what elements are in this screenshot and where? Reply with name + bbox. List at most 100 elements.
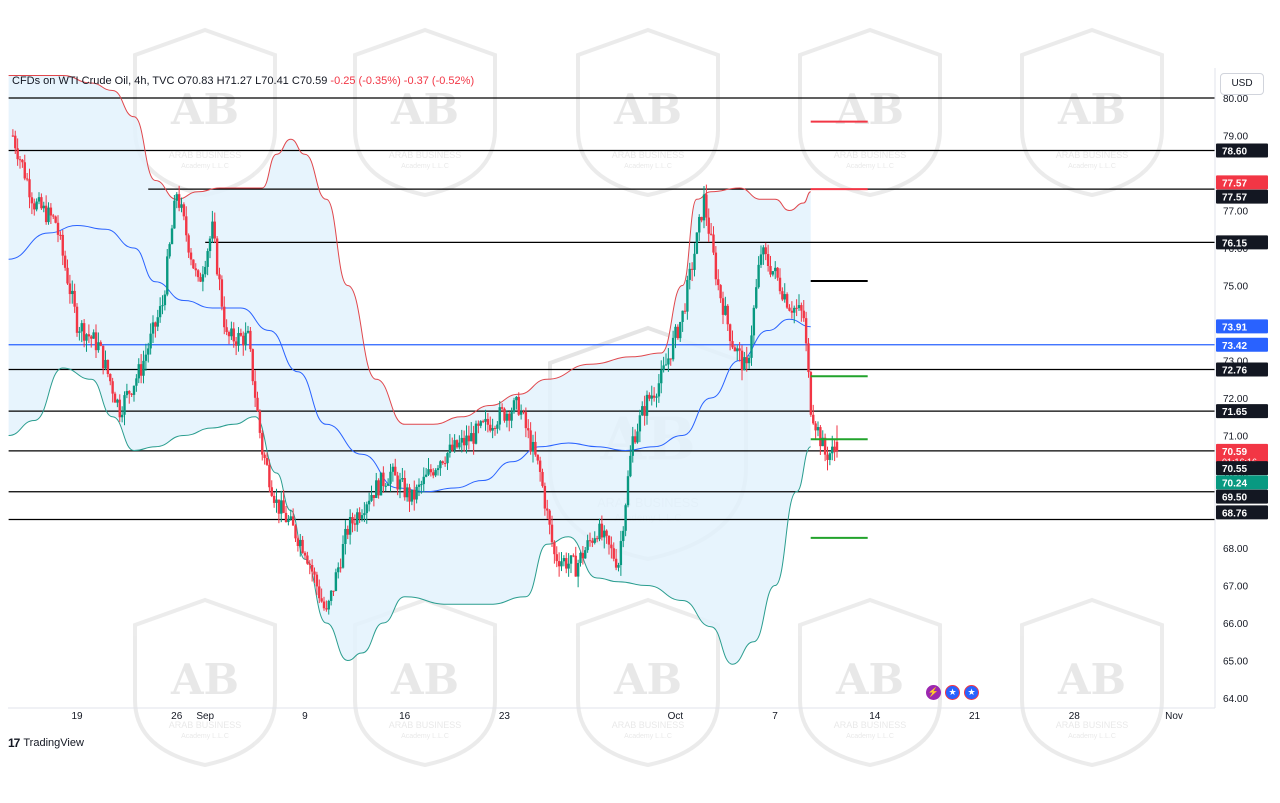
- candle-body: [382, 472, 385, 487]
- candle-body: [218, 274, 221, 280]
- candle-body: [833, 446, 836, 453]
- candle-body: [835, 441, 839, 451]
- candle-body: [579, 552, 582, 564]
- price-tag-label: 76.15: [1222, 238, 1247, 249]
- candle-body: [230, 328, 233, 337]
- price-tag: [1216, 475, 1268, 490]
- price-tag: [1216, 337, 1268, 352]
- candle-body: [35, 201, 38, 210]
- candle-body: [527, 428, 530, 431]
- price-tag: [1216, 461, 1268, 476]
- candle-body: [80, 323, 83, 332]
- candle-body: [66, 267, 69, 284]
- candle-body: [215, 238, 219, 275]
- candle-body: [576, 563, 580, 577]
- candle-body: [389, 471, 392, 484]
- flash-icon[interactable]: ⚡: [926, 685, 941, 700]
- tradingview-branding[interactable]: 17 TradingView: [8, 736, 84, 750]
- price-tick-label: 79.00: [1223, 132, 1248, 143]
- candle-body: [413, 489, 416, 500]
- candle-body: [158, 306, 162, 318]
- candle-body: [21, 159, 24, 163]
- watermark-logo: AB ARAB BUSINESS Academy L.L.C: [133, 27, 277, 198]
- candle-body: [204, 266, 207, 275]
- symbol-label[interactable]: CFDs on WTI Crude Oil, 4h, TVC: [12, 75, 175, 87]
- candle-body: [410, 489, 414, 502]
- time-tick-label: 14: [869, 711, 881, 722]
- change-value: -0.25 (-0.35%): [330, 75, 401, 87]
- candle-body: [686, 279, 689, 312]
- candle-body: [745, 357, 748, 364]
- candle-body: [638, 415, 642, 432]
- shield-icon: [353, 597, 497, 768]
- candle-body: [398, 479, 402, 490]
- watermark-logo: AB ARAB BUSINESS Academy L.L.C: [353, 27, 497, 198]
- price-tick-label: 80.00: [1223, 94, 1248, 105]
- watermark-text: ARAB BUSINESS: [169, 150, 242, 160]
- candle-body: [163, 294, 167, 306]
- candle-body: [462, 437, 466, 446]
- price-tags: 78.60 77.57 77.57 76.15 73.91 73.42 72.76 71.65…: [1216, 143, 1268, 520]
- shield-icon: [1020, 27, 1164, 198]
- watermark-monogram: AB: [835, 655, 904, 704]
- candle-body: [261, 432, 264, 455]
- candle-body: [372, 495, 376, 498]
- candle-body: [793, 307, 796, 313]
- candle-body: [531, 441, 535, 452]
- candle-body: [736, 348, 739, 352]
- watermark-text: ARAB BUSINESS: [612, 150, 685, 160]
- candle-body: [367, 500, 371, 505]
- watermark-monogram: AB: [613, 655, 682, 704]
- candle-body: [712, 234, 715, 253]
- candle-body: [650, 395, 653, 399]
- candle-body: [664, 364, 668, 366]
- candle-body: [363, 513, 366, 516]
- candle-body: [47, 207, 50, 223]
- price-tag: [1216, 362, 1268, 377]
- candle-body: [23, 162, 26, 179]
- candle-body: [610, 544, 613, 549]
- candle-body: [256, 397, 259, 412]
- candle-body: [85, 334, 88, 341]
- time-tick-label: 21: [969, 711, 981, 722]
- candle-body: [101, 345, 105, 369]
- watermark-monogram: AB: [170, 655, 239, 704]
- candle-body: [569, 555, 573, 564]
- candle-body: [807, 343, 810, 373]
- us-flag-icon[interactable]: ★: [964, 685, 979, 700]
- candle-body: [258, 411, 262, 433]
- candle-body: [584, 550, 587, 559]
- candle-body: [130, 393, 133, 395]
- candle-body: [467, 435, 471, 442]
- candle-body: [315, 574, 319, 587]
- currency-button[interactable]: USD: [1220, 73, 1264, 95]
- candle-body: [52, 215, 55, 217]
- candle-body: [553, 542, 556, 555]
- candle-body: [40, 197, 43, 209]
- candle-body: [282, 500, 285, 513]
- candle-body: [752, 307, 756, 336]
- candle-body: [764, 247, 767, 255]
- candle-body: [277, 499, 281, 514]
- candle-body: [762, 247, 765, 255]
- shield-icon: [576, 597, 720, 768]
- target-lines: [810, 120, 868, 539]
- candle-body: [814, 423, 817, 431]
- watermark-text: ARAB BUSINESS: [389, 720, 462, 730]
- us-flag-icon[interactable]: ★: [945, 685, 960, 700]
- candle-body: [25, 178, 29, 180]
- candle-body: [633, 436, 637, 443]
- candle-body: [624, 505, 627, 531]
- candle-body: [28, 179, 31, 198]
- candle-body: [306, 555, 309, 564]
- candle-body: [147, 348, 150, 355]
- candle-body: [683, 310, 687, 312]
- candle-body: [137, 364, 140, 379]
- candle-body: [550, 524, 554, 543]
- candle-body: [99, 342, 102, 346]
- candle-body: [667, 358, 670, 365]
- candle-body: [337, 567, 340, 573]
- watermark-subtext: Academy L.L.C: [181, 733, 229, 740]
- candle-body: [816, 427, 820, 431]
